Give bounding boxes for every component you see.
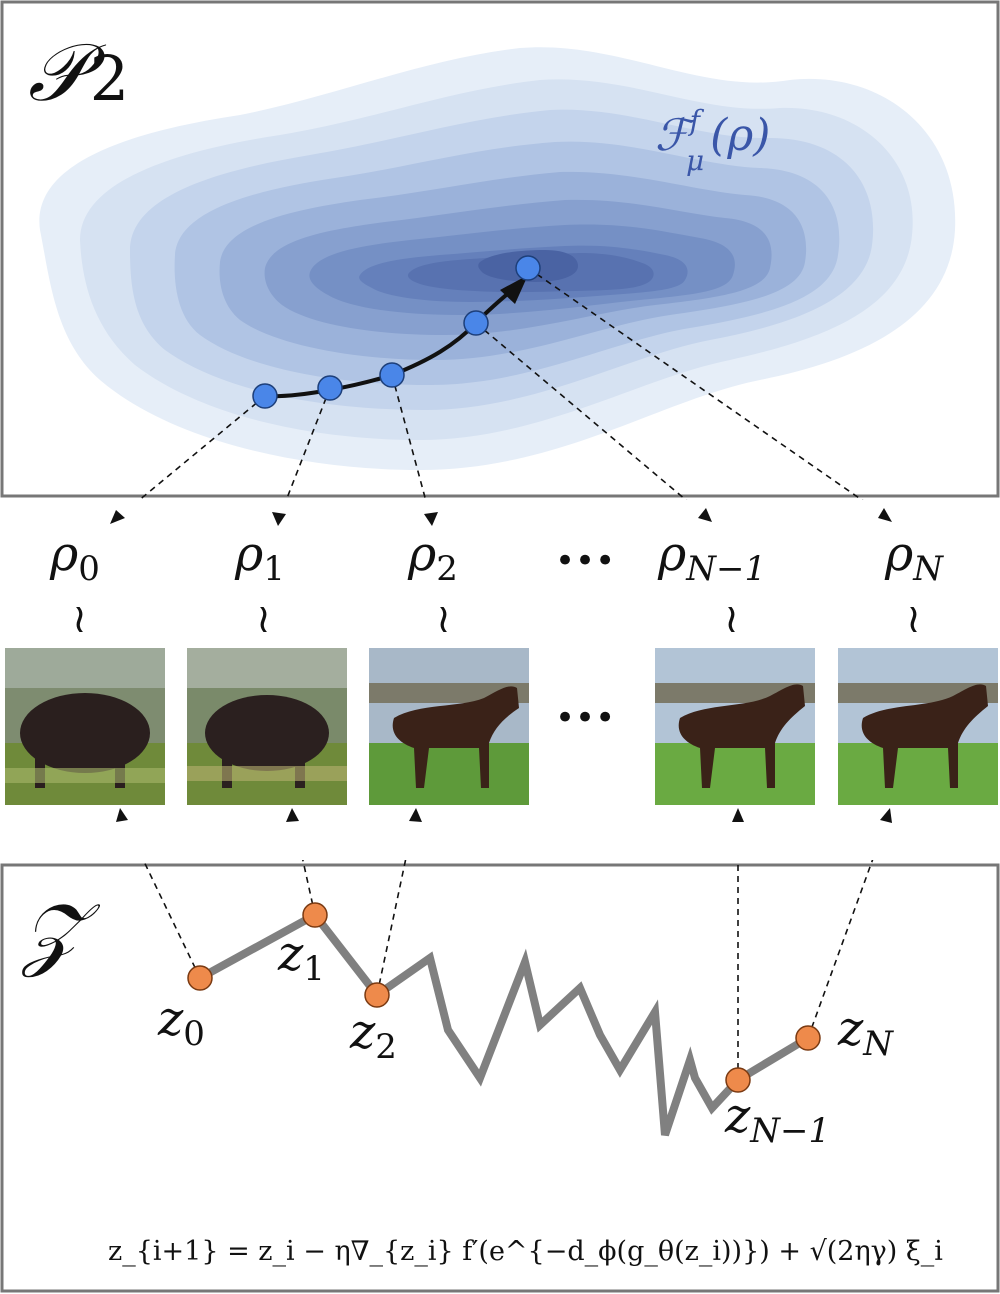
rho-label-2: ρ2 [407,526,458,589]
tilde-n: ≀ [906,596,921,642]
ellipsis-images: ••• [555,698,616,738]
bottom-panel-frame [0,863,1000,1293]
z-label-n: zN [837,1001,894,1064]
latent-node [725,1067,751,1093]
latent-node [302,902,328,928]
latent-node [364,982,390,1008]
horse-thumbnail-2 [369,648,529,805]
space-p2-label: 𝒫2 [28,26,129,119]
tilde-n-minus-1: ≀ [724,596,739,642]
distribution-node [252,383,278,409]
latent-nodes [187,902,821,1093]
latent-node [187,965,213,991]
dashed-arrows-bottom [142,860,874,1080]
langevin-update-equation: z_{i+1} = z_i − η∇_{z_i} f′(e^{−d_ϕ(g_θ(… [108,1236,943,1267]
functional-contour-map [39,47,956,471]
horse-thumbnail-n-minus-1 [655,648,815,805]
rho-label-n: ρN [884,526,944,589]
dashed-arrows-top [138,267,864,500]
z-label-n-minus-1: zN−1 [724,1088,830,1151]
horse-thumbnail-n [838,648,998,805]
tilde-1: ≀ [256,596,271,642]
distribution-node [317,375,343,401]
tilde-2: ≀ [436,596,451,642]
distribution-node [463,310,489,336]
rho-labels-row: ρ0 ρ1 ρ2 ρN−1 ρN ••• ≀ ≀ ≀ ≀ ≀ [49,526,944,642]
bottom-panel: 𝒵 z0 z1 z2 zN−1 zN z_{i+1} = z_i − η∇_{z… [0,860,1000,1293]
distribution-nodes [252,255,541,409]
rho-label-0: ρ0 [49,526,100,589]
rho-label-n-minus-1: ρN−1 [657,526,766,589]
descent-arrowhead [500,275,528,304]
z-label-1: z1 [277,926,325,989]
latent-node [795,1025,821,1051]
horse-thumbnail-1 [187,648,347,805]
langevin-path [198,909,811,1137]
distribution-node [379,362,405,388]
distribution-node [515,255,541,281]
horse-thumbnail-0 [5,648,165,805]
ellipsis-rho: ••• [555,541,615,581]
bottom-arrowheads [116,808,892,823]
tilde-0: ≀ [72,596,87,642]
rho-label-1: ρ1 [234,526,285,589]
z-label-0: z0 [157,991,205,1054]
z-label-2: z2 [349,1004,397,1067]
top-panel: 𝒫2 ℱf μ (ρ) [0,0,1000,500]
